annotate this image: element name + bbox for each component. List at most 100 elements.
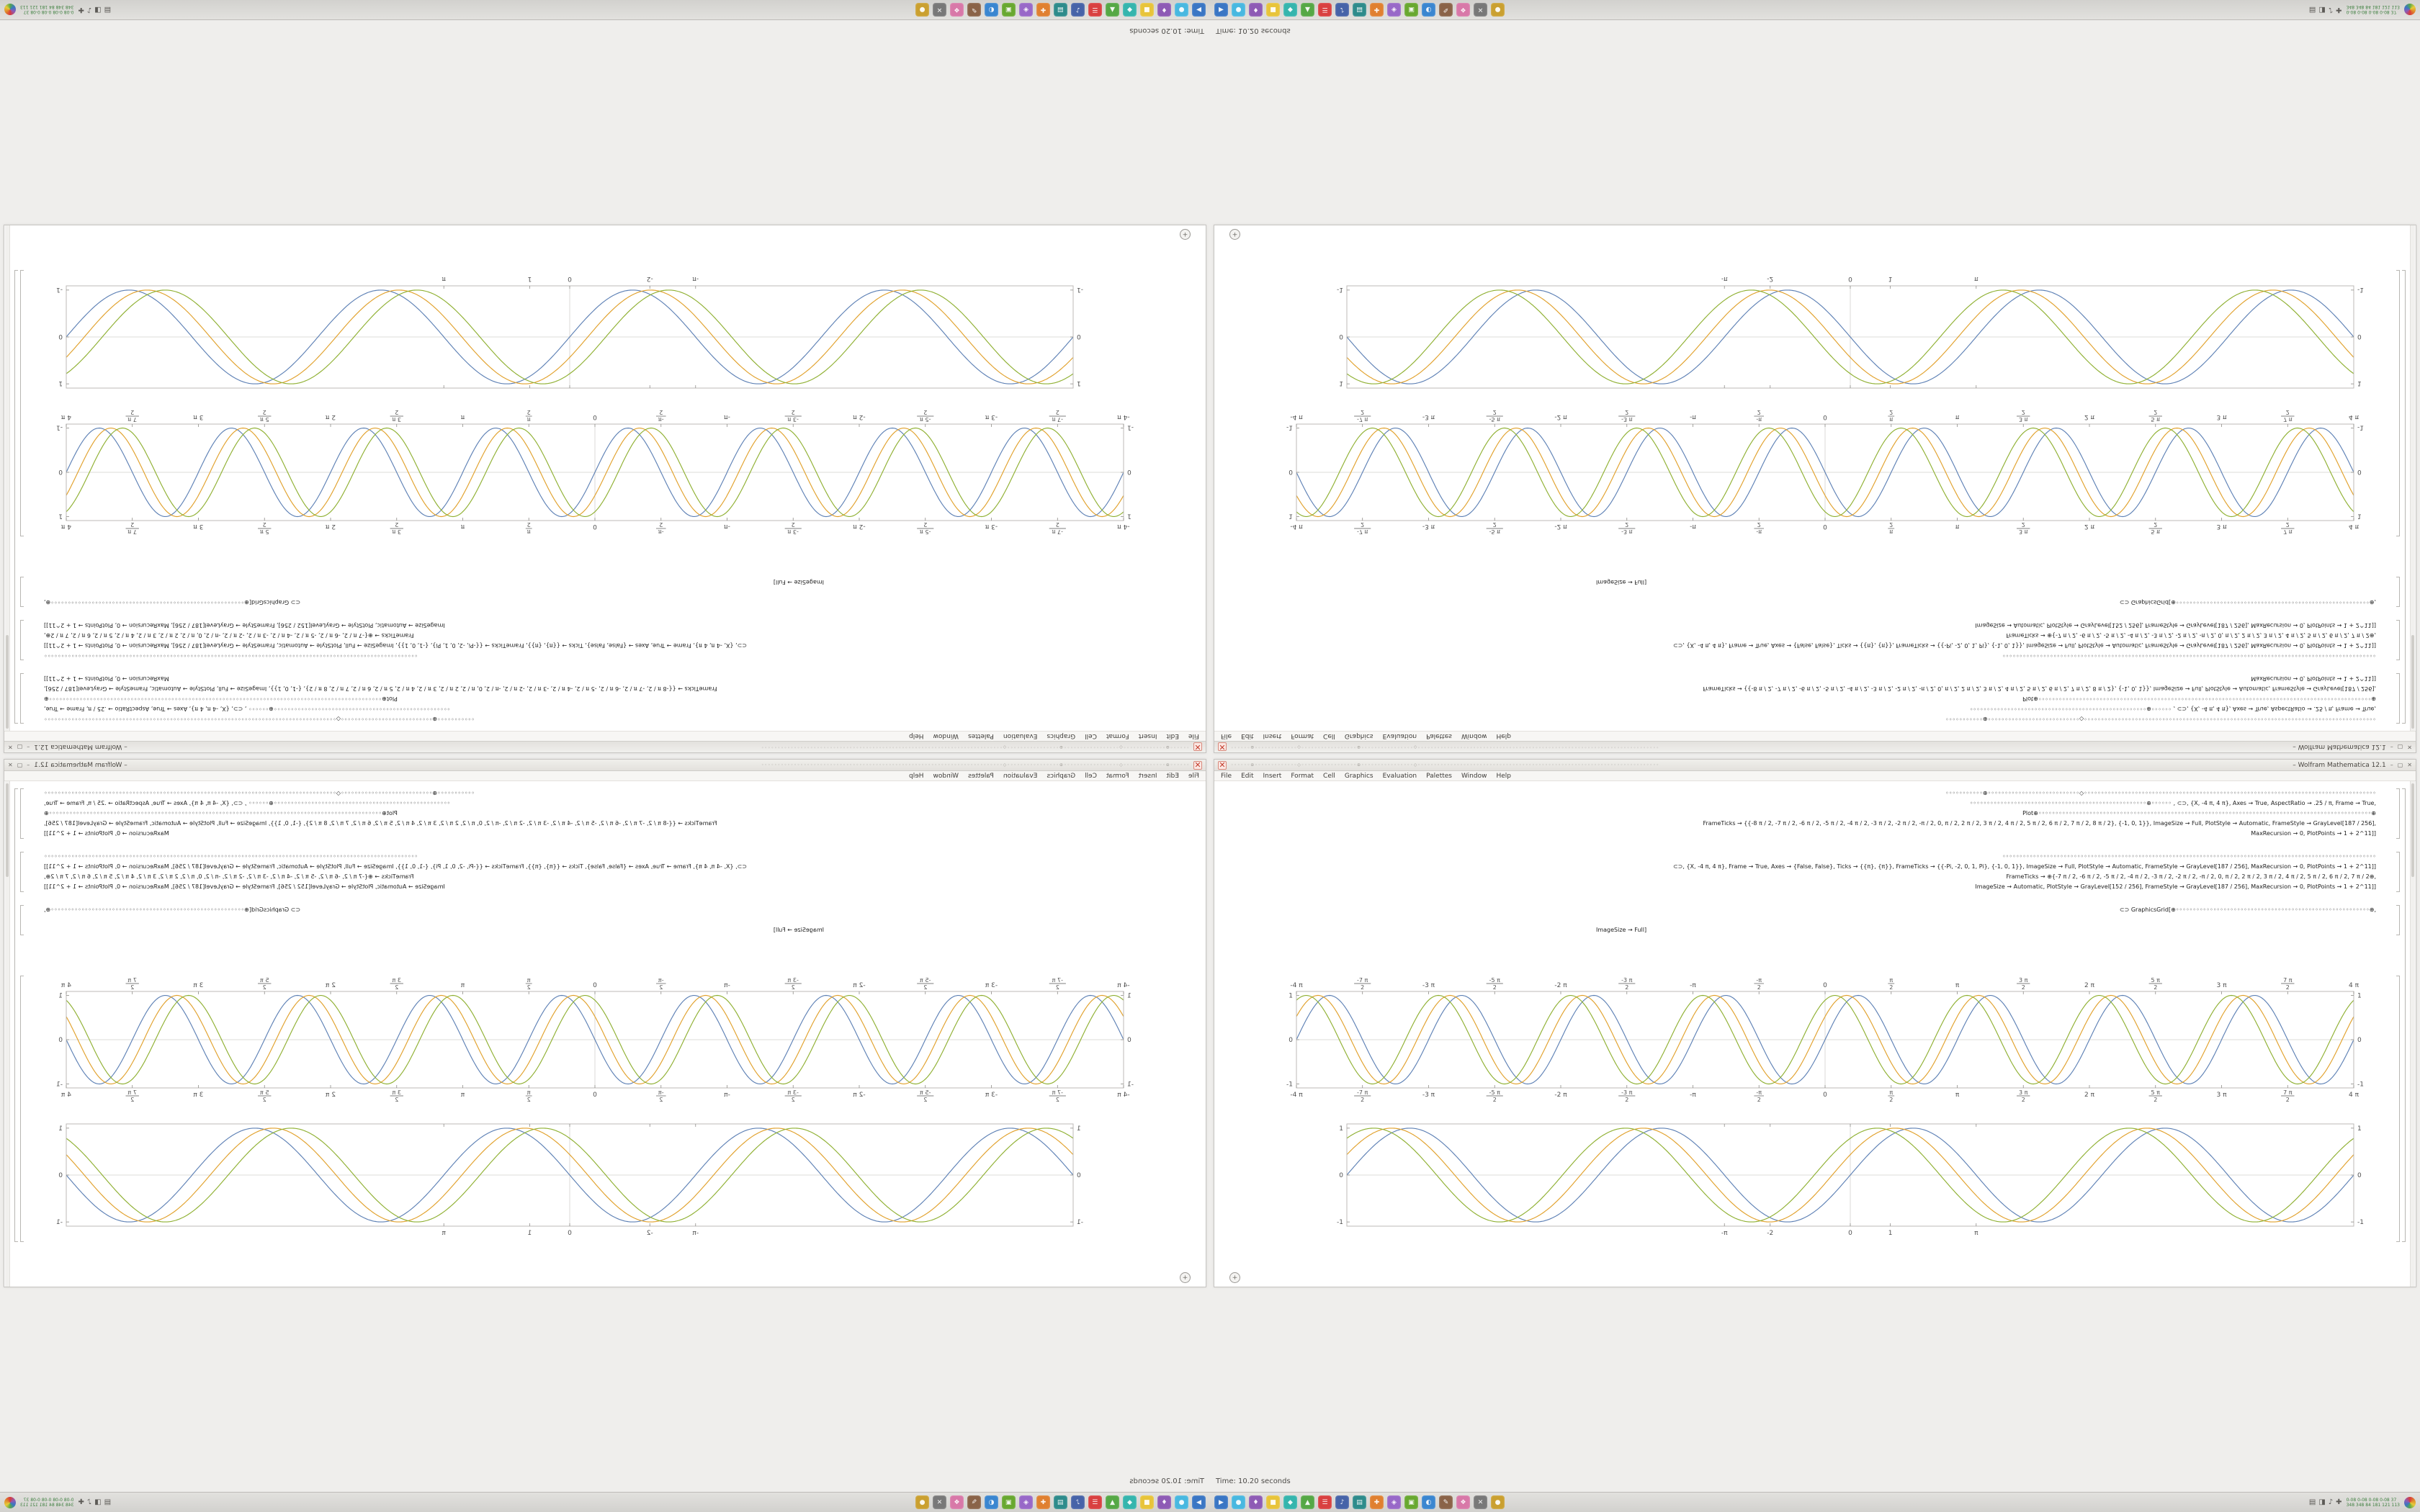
taskbar-app-icon[interactable]: ▣ <box>1404 1495 1418 1509</box>
taskbar-app-icon[interactable]: ▤ <box>1353 1495 1366 1509</box>
scrollbar-thumb[interactable] <box>2411 635 2414 729</box>
close-button[interactable]: ✕ <box>2407 744 2412 750</box>
taskbar-app-icon[interactable]: ❖ <box>1456 1495 1470 1509</box>
taskbar-app-icon[interactable]: ■ <box>1266 3 1280 17</box>
taskbar-app-icon[interactable]: ■ <box>1140 1495 1154 1509</box>
taskbar-app-icon[interactable]: ▲ <box>1106 1495 1119 1509</box>
taskbar-app-icon[interactable]: ▣ <box>1404 3 1418 17</box>
menu-item[interactable]: Format <box>1291 772 1314 780</box>
taskbar-app-icon[interactable]: ◆ <box>1123 3 1137 17</box>
cell-group-bracket[interactable] <box>14 788 18 1242</box>
input-cell-1[interactable]: ◦◦◦◦◦◦◦◦◦◦◦⊕◦◦◦◦◦◦◦◦◦◦◦◦◦◦◦◦◦◦◦◦◦◦◦◦◦◦◦◇… <box>44 788 1206 839</box>
input-cell-3[interactable]: ⊂⊃ GraphicsGrid[⊕◦◦◦◦◦◦◦◦◦◦◦◦◦◦◦◦◦◦◦◦◦◦◦… <box>1214 905 2376 915</box>
tray-icon[interactable]: ✚ <box>2336 6 2342 14</box>
scrollbar[interactable] <box>5 225 10 731</box>
close-button[interactable]: ✕ <box>8 762 13 768</box>
mathematica-spikey-icon[interactable]: ✕ <box>1193 742 1202 752</box>
taskbar-app-icon[interactable]: ▶ <box>1192 3 1206 17</box>
taskbar-app-icon[interactable]: ☰ <box>1088 1495 1102 1509</box>
taskbar-app-icon[interactable]: ❖ <box>1456 3 1470 17</box>
notebook-area[interactable]: ◦◦◦◦◦◦◦◦◦◦◦⊕◦◦◦◦◦◦◦◦◦◦◦◦◦◦◦◦◦◦◦◦◦◦◦◦◦◦◦◇… <box>4 781 1206 1287</box>
tray-icon[interactable]: ▤ <box>104 6 112 14</box>
taskbar-app-icon[interactable]: ✎ <box>1439 3 1453 17</box>
menu-item[interactable]: Palettes <box>968 772 994 780</box>
tray-icon[interactable]: ♪ <box>86 1498 92 1506</box>
tray-icon[interactable]: ▤ <box>2308 1498 2316 1506</box>
taskbar-app-icon[interactable]: ◐ <box>1422 1495 1435 1509</box>
taskbar-app-icon[interactable]: ☰ <box>1318 1495 1332 1509</box>
maximize-button[interactable]: ▢ <box>2397 744 2403 750</box>
taskbar-app-icon[interactable]: ▲ <box>1106 3 1119 17</box>
input-cell-1[interactable]: ◦◦◦◦◦◦◦◦◦◦◦⊕◦◦◦◦◦◦◦◦◦◦◦◦◦◦◦◦◦◦◦◦◦◦◦◦◦◦◦◇… <box>1214 788 2377 839</box>
window-titlebar[interactable]: ✕ ◦◦◦◦◦◦⊕◦◦◦◦◦◦◦◦◦◦◦◦◦◇◦◦◦◦◦◦◦◦◦◦◦◦◦◦◦◦◦… <box>1214 760 2416 771</box>
tray-color-wheel-icon[interactable] <box>2404 1496 2416 1508</box>
taskbar-app-icon[interactable]: ✚ <box>1370 1495 1384 1509</box>
taskbar-app-icon[interactable]: ◐ <box>985 3 998 17</box>
taskbar-app-icon[interactable]: ◆ <box>1123 1495 1137 1509</box>
tray-icon[interactable]: ◨ <box>2318 6 2326 14</box>
notebook-area[interactable]: ◦◦◦◦◦◦◦◦◦◦◦⊕◦◦◦◦◦◦◦◦◦◦◦◦◦◦◦◦◦◦◦◦◦◦◦◦◦◦◦◇… <box>4 225 1206 731</box>
cell-bracket[interactable] <box>2396 905 2400 935</box>
tray-icon[interactable]: ◨ <box>94 1498 102 1506</box>
scrollbar[interactable] <box>2410 781 2415 1287</box>
menu-item[interactable]: Help <box>1496 772 1512 780</box>
cell-bracket[interactable] <box>2396 577 2400 607</box>
taskbar-app-icon[interactable]: ● <box>915 3 929 17</box>
menu-item[interactable]: File <box>1221 772 1232 780</box>
input-cell-3[interactable]: ⊂⊃ GraphicsGrid[⊕◦◦◦◦◦◦◦◦◦◦◦◦◦◦◦◦◦◦◦◦◦◦◦… <box>1214 597 2376 607</box>
taskbar-app-icon[interactable]: ✚ <box>1370 3 1384 17</box>
tray-color-wheel-icon[interactable] <box>4 4 16 16</box>
taskbar-app-icon[interactable]: ▣ <box>1002 1495 1016 1509</box>
menu-item[interactable]: Cell <box>1085 772 1097 780</box>
menu-item[interactable]: Graphics <box>1344 732 1373 740</box>
taskbar-app-icon[interactable]: ✎ <box>967 1495 981 1509</box>
magnifier-button[interactable]: + <box>1180 229 1191 240</box>
tray-icon[interactable]: ✚ <box>78 1498 84 1506</box>
taskbar-app-icon[interactable]: ■ <box>1140 3 1154 17</box>
cell-bracket[interactable] <box>2396 788 2400 839</box>
cell-bracket[interactable] <box>2396 673 2400 724</box>
menu-item[interactable]: Palettes <box>1426 732 1452 740</box>
cell-group-bracket[interactable] <box>14 270 18 724</box>
taskbar-app-icon[interactable]: ● <box>1491 3 1505 17</box>
taskbar-app-icon[interactable]: ✚ <box>1036 1495 1050 1509</box>
taskbar-app-icon[interactable]: ♦ <box>1249 1495 1263 1509</box>
taskbar-app-icon[interactable]: ✎ <box>1439 1495 1453 1509</box>
taskbar-app-icon[interactable]: ❖ <box>950 1495 964 1509</box>
menu-item[interactable]: Window <box>933 772 959 780</box>
menu-item[interactable]: Edit <box>1241 772 1254 780</box>
menu-item[interactable]: Window <box>933 732 959 740</box>
magnifier-button[interactable]: + <box>1180 1272 1191 1283</box>
menu-item[interactable]: Window <box>1461 772 1487 780</box>
taskbar-app-icon[interactable]: ▣ <box>1002 3 1016 17</box>
taskbar-app-icon[interactable]: ● <box>915 1495 929 1509</box>
taskbar-app-icon[interactable]: ◆ <box>1283 1495 1297 1509</box>
maximize-button[interactable]: ▢ <box>2397 762 2403 768</box>
menu-item[interactable]: Insert <box>1138 732 1157 740</box>
cell-bracket[interactable] <box>20 673 24 724</box>
taskbar-app-icon[interactable]: ◐ <box>985 1495 998 1509</box>
menu-item[interactable]: Help <box>908 772 924 780</box>
taskbar-app-icon[interactable]: ♪ <box>1071 3 1085 17</box>
taskbar-app-icon[interactable]: ● <box>1175 1495 1188 1509</box>
taskbar-app-icon[interactable]: ● <box>1175 3 1188 17</box>
tray-icon[interactable]: ◨ <box>94 6 102 14</box>
taskbar-app-icon[interactable]: ■ <box>1266 1495 1280 1509</box>
menu-item[interactable]: Format <box>1106 772 1129 780</box>
close-button[interactable]: ✕ <box>8 744 13 750</box>
taskbar-app-icon[interactable]: ▲ <box>1301 1495 1314 1509</box>
menu-item[interactable]: File <box>1188 772 1199 780</box>
tray-icon[interactable]: ▤ <box>104 1498 112 1506</box>
menu-item[interactable]: Cell <box>1323 772 1335 780</box>
taskbar-app-icon[interactable]: ✕ <box>1474 1495 1487 1509</box>
menu-item[interactable]: Edit <box>1166 732 1179 740</box>
taskbar-app-icon[interactable]: ▲ <box>1301 3 1314 17</box>
tray-icon[interactable]: ▤ <box>2308 6 2316 14</box>
cell-bracket[interactable] <box>20 620 24 660</box>
menu-item[interactable]: Evaluation <box>1003 732 1038 740</box>
taskbar-app-icon[interactable]: ♦ <box>1157 3 1171 17</box>
menu-item[interactable]: Evaluation <box>1382 772 1417 780</box>
input-cell-1[interactable]: ◦◦◦◦◦◦◦◦◦◦◦⊕◦◦◦◦◦◦◦◦◦◦◦◦◦◦◦◦◦◦◦◦◦◦◦◦◦◦◦◇… <box>1214 673 2377 724</box>
tray-color-wheel-icon[interactable] <box>2404 4 2416 16</box>
input-cell-1[interactable]: ◦◦◦◦◦◦◦◦◦◦◦⊕◦◦◦◦◦◦◦◦◦◦◦◦◦◦◦◦◦◦◦◦◦◦◦◦◦◦◦◇… <box>44 673 1206 724</box>
